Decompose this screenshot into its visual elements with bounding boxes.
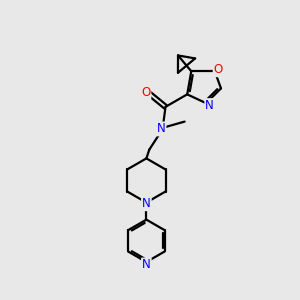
- Text: N: N: [157, 122, 166, 135]
- Text: O: O: [214, 63, 223, 76]
- Text: N: N: [142, 197, 151, 210]
- Text: O: O: [141, 85, 150, 99]
- Text: N: N: [142, 259, 151, 272]
- Text: N: N: [205, 99, 214, 112]
